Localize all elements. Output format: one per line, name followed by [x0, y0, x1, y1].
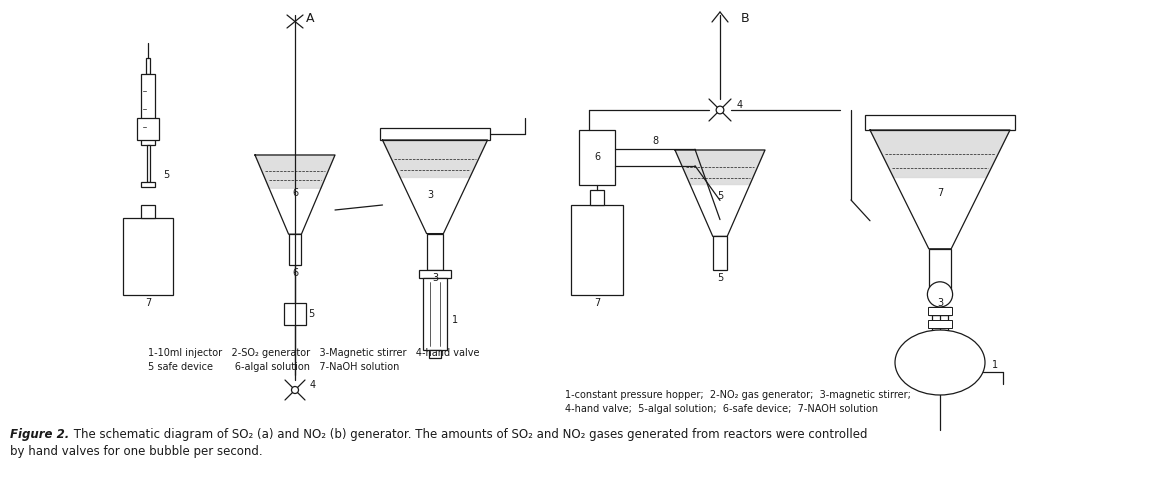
Text: The schematic diagram of SO₂ (a) and NO₂ (b) generator. The amounts of SO₂ and N: The schematic diagram of SO₂ (a) and NO₂…	[70, 428, 868, 441]
Polygon shape	[675, 150, 765, 185]
Text: 5: 5	[717, 190, 723, 201]
Bar	[430, 350, 440, 357]
Text: 1: 1	[452, 315, 458, 325]
Text: 4-hand valve;  5-algal solution;  6-safe device;  7-NAOH solution: 4-hand valve; 5-algal solution; 6-safe d…	[565, 404, 878, 414]
Bar	[419, 270, 451, 278]
Text: 7: 7	[937, 187, 943, 198]
Bar	[137, 118, 158, 140]
Text: 5: 5	[163, 170, 169, 180]
Bar	[426, 234, 444, 270]
Bar	[932, 315, 949, 330]
Text: 6: 6	[594, 152, 600, 163]
Text: 7: 7	[144, 298, 151, 308]
Bar	[284, 303, 306, 325]
Polygon shape	[383, 140, 487, 177]
Circle shape	[927, 282, 952, 307]
Text: Figure 2.: Figure 2.	[11, 428, 69, 441]
Text: 5 safe device       6-algal solution   7-NaOH solution: 5 safe device 6-algal solution 7-NaOH so…	[148, 362, 399, 372]
Bar	[289, 234, 302, 265]
Bar	[713, 236, 727, 270]
Text: 4: 4	[310, 380, 316, 390]
Bar	[141, 205, 155, 218]
Bar	[865, 115, 1016, 130]
Polygon shape	[870, 130, 1010, 178]
Text: 3: 3	[937, 298, 943, 308]
Bar	[123, 218, 173, 295]
Bar	[141, 182, 155, 187]
Text: 5: 5	[717, 273, 723, 283]
Text: 3: 3	[432, 273, 438, 283]
Bar	[579, 130, 615, 185]
Bar	[929, 249, 951, 295]
Bar	[380, 128, 490, 140]
Bar	[927, 307, 952, 315]
Circle shape	[716, 106, 724, 114]
Text: 6: 6	[292, 268, 298, 278]
Text: A: A	[305, 12, 315, 24]
Bar	[146, 58, 150, 74]
Text: B: B	[741, 12, 749, 24]
Text: by hand valves for one bubble per second.: by hand valves for one bubble per second…	[11, 445, 263, 458]
Bar	[141, 74, 155, 145]
Text: 6: 6	[292, 188, 298, 199]
Text: 4: 4	[737, 100, 743, 110]
Text: 5: 5	[308, 309, 315, 319]
Polygon shape	[255, 155, 335, 188]
Circle shape	[291, 387, 298, 393]
Bar	[927, 320, 952, 328]
Bar	[929, 307, 951, 315]
Bar	[589, 190, 605, 205]
Text: 1-10ml injector   2-SO₂ generator   3-Magnetic stirrer   4-hand valve: 1-10ml injector 2-SO₂ generator 3-Magnet…	[148, 348, 479, 358]
Text: 7: 7	[594, 298, 600, 308]
Text: 1: 1	[992, 360, 998, 370]
Text: 8: 8	[652, 136, 659, 146]
Text: 3: 3	[427, 189, 433, 200]
Text: 1-constant pressure hopper;  2-NO₂ gas generator;  3-magnetic stirrer;: 1-constant pressure hopper; 2-NO₂ gas ge…	[565, 390, 911, 400]
Bar	[424, 278, 446, 350]
Bar	[147, 145, 149, 182]
Bar	[571, 205, 623, 295]
Ellipse shape	[895, 330, 985, 395]
